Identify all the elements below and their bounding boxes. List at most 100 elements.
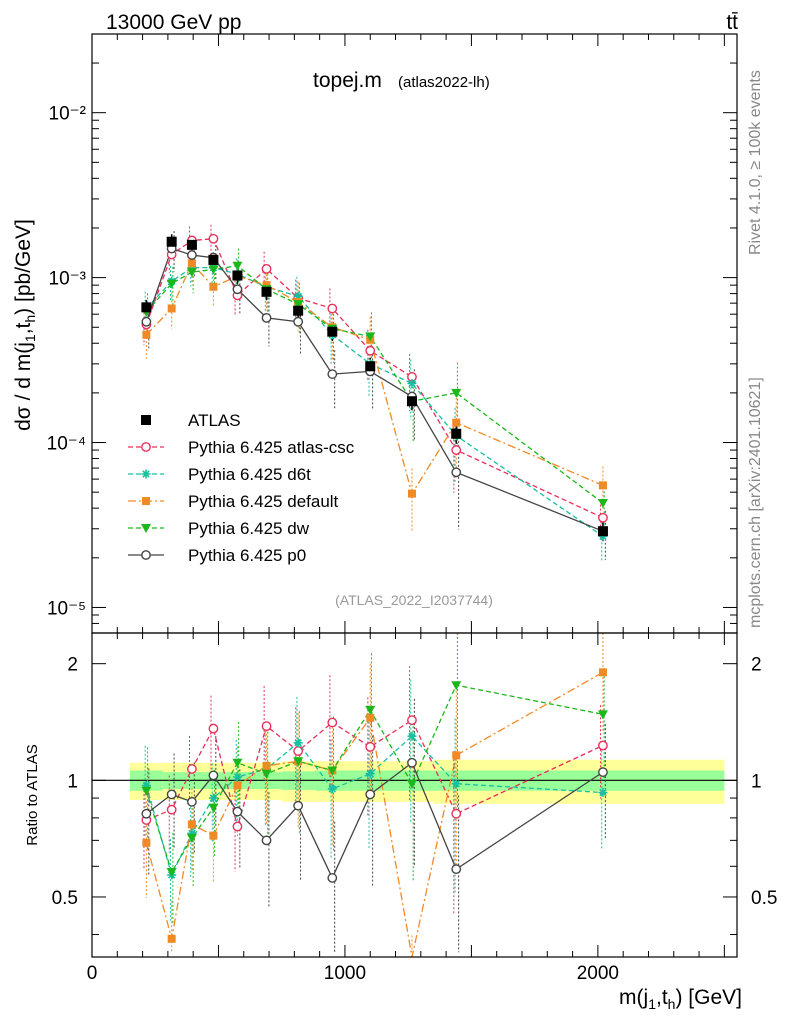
- mcplots-label: mcplots.cern.ch [arXiv:2401.10621]: [747, 377, 764, 628]
- ratio-frame: [91, 632, 738, 958]
- marker-ratio-default: [209, 831, 218, 840]
- legend-marker-p0: [141, 550, 151, 560]
- marker-ratio-dw: [261, 769, 272, 779]
- process-label: 13000 GeV pp: [106, 11, 241, 34]
- marker-ratio-p0: [141, 808, 152, 819]
- data-point-atlas: [597, 526, 608, 537]
- marker-main-d6t: [293, 291, 303, 301]
- marker-main-default: [407, 489, 416, 498]
- marker-ratio-p0: [208, 770, 219, 781]
- marker-ratio-atlas-csc: [261, 721, 272, 732]
- marker-ratio-atlas-csc: [187, 764, 197, 774]
- data-point-atlas: [293, 305, 304, 316]
- marker-main-dw: [186, 268, 197, 278]
- data-point-atlas: [208, 254, 219, 265]
- x-tick-label: 2000: [577, 963, 619, 984]
- marker-ratio-p0: [232, 806, 243, 817]
- marker-ratio-dw: [166, 867, 177, 877]
- axes-layer: 0 1000 2000 10⁻⁵ 10⁻⁴ 10⁻³ 10⁻² 0.5 0.5 1 1 2 2: [47, 33, 777, 984]
- marker-main-p0: [187, 250, 197, 260]
- marker-ratio-p0: [187, 796, 197, 807]
- marker-ratio-dw: [232, 758, 243, 768]
- data-point-atlas: [365, 361, 376, 372]
- marker-ratio-atlas-csc: [166, 804, 177, 815]
- error-bars-layer: [143, 224, 606, 953]
- marker-main-p0: [293, 316, 304, 327]
- svg-text:dσ / d m(j1,th) [pb/GeV]: dσ / d m(j1,th) [pb/GeV]: [12, 219, 38, 431]
- marker-ratio-d6t: [598, 788, 608, 798]
- legend-label-p0: Pythia 6.425 p0: [188, 546, 306, 565]
- data-point-atlas: [406, 396, 417, 407]
- marker-main-atlas-csc: [365, 345, 376, 356]
- line-ratio-atlas-csc: [146, 719, 604, 830]
- marker-main-atlas-csc: [327, 303, 338, 314]
- chart-title: topej.m: [313, 69, 382, 92]
- marker-main-dw: [597, 498, 608, 508]
- marker-main-atlas-csc: [261, 263, 272, 274]
- marker-ratio-d6t: [327, 784, 337, 794]
- data-point-atlas: [327, 326, 338, 337]
- legend-label-dw: Pythia 6.425 dw: [188, 519, 310, 538]
- legend-label-atlas-csc: Pythia 6.425 atlas-csc: [188, 438, 355, 457]
- marker-ratio-atlas-csc: [232, 821, 243, 832]
- marker-ratio-atlas-csc: [365, 741, 376, 752]
- marker-ratio-dw: [293, 757, 304, 767]
- marker-ratio-d6t: [407, 731, 417, 741]
- marker-main-default: [187, 259, 196, 268]
- marker-ratio-default: [262, 761, 271, 770]
- channel-label: tt̄: [726, 11, 738, 34]
- markers-layer: [141, 233, 608, 943]
- legend-label-atlas: ATLAS: [188, 411, 241, 430]
- marker-main-dw: [365, 332, 376, 342]
- marker-ratio-d6t: [293, 738, 303, 748]
- marker-ratio-dw: [141, 786, 152, 796]
- x-axis-label: m(j1,th) [GeV]: [619, 986, 742, 1012]
- marker-ratio-d6t: [232, 772, 242, 782]
- marker-main-dw: [232, 261, 243, 271]
- marker-main-p0: [327, 369, 338, 379]
- y-tick-label-main: 10⁻⁴: [47, 434, 86, 455]
- marker-main-p0: [451, 467, 462, 478]
- marker-ratio-default: [452, 751, 461, 760]
- main-frame: [91, 33, 738, 634]
- marker-main-atlas-csc: [598, 512, 608, 523]
- marker-ratio-default: [366, 713, 375, 722]
- legend-marker-default: [142, 497, 150, 505]
- marker-ratio-dw: [186, 833, 197, 843]
- svg-text:m(j1,th) [GeV]: m(j1,th) [GeV]: [619, 986, 742, 1012]
- marker-main-p0: [261, 312, 272, 323]
- marker-ratio-d6t: [141, 780, 151, 790]
- ratio-band-layer: [92, 759, 737, 804]
- x-tick-label: 0: [87, 963, 98, 984]
- marker-ratio-dw: [208, 803, 219, 813]
- y-axis-label-main: dσ / d m(j1,th) [pb/GeV]: [12, 219, 38, 431]
- marker-ratio-p0: [598, 767, 608, 778]
- legend-marker-dw: [141, 524, 151, 533]
- marker-ratio-p0: [365, 789, 376, 800]
- chart-subtitle: (atlas2022-lh): [398, 74, 490, 91]
- marker-main-dw: [451, 388, 462, 398]
- marker-main-atlas-csc: [208, 233, 219, 244]
- legend-label-default: Pythia 6.425 default: [188, 492, 339, 511]
- marker-main-dw: [166, 279, 177, 289]
- line-main-atlas-csc: [145, 238, 604, 519]
- marker-ratio-dw: [451, 681, 462, 691]
- data-point-atlas: [166, 236, 177, 247]
- rivet-version-label: Rivet 4.1.0, ≥ 100k events: [747, 70, 764, 255]
- marker-ratio-d6t: [451, 779, 461, 789]
- line-main-dw: [145, 265, 604, 504]
- legend-marker-atlas-csc: [141, 442, 151, 452]
- marker-main-default: [142, 330, 151, 339]
- marker-main-d6t: [187, 263, 197, 273]
- marker-ratio-atlas-csc: [327, 717, 338, 728]
- marker-ratio-dw: [327, 766, 338, 776]
- legend: ATLAS Pythia 6.425 atlas-csc Pythia 6.425 …: [128, 411, 355, 565]
- marker-ratio-default: [233, 781, 242, 790]
- marker-main-default: [209, 282, 218, 291]
- marker-ratio-default: [598, 668, 607, 677]
- marker-main-dw: [208, 265, 219, 275]
- y-tick-label-ratio-right: 0.5: [751, 888, 777, 909]
- y-tick-label-ratio-left: 0.5: [52, 888, 78, 909]
- marker-ratio-atlas-csc: [451, 808, 462, 819]
